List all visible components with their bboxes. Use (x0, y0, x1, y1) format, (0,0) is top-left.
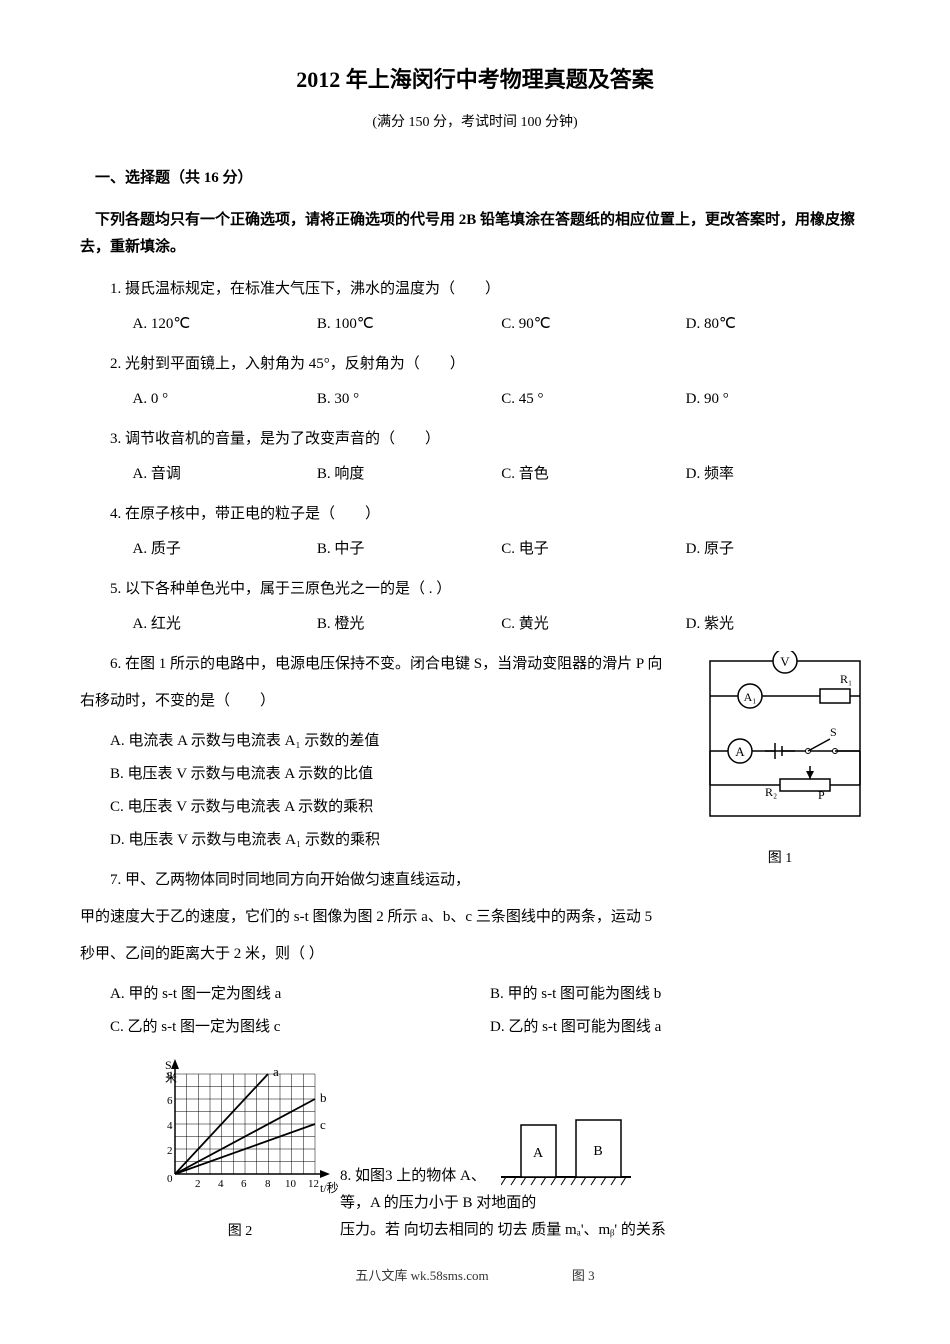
question-8-row: S/ 米 a (80, 1054, 870, 1244)
question-item: 1. 摄氏温标规定，在标准大气压下，沸水的温度为（ ） A. 120℃B. 100… (110, 276, 870, 341)
resistor-r2-label: R₂ (765, 785, 777, 799)
question-body: 在图 1 所示的电路中，电源电压保持不变。闭合电键 S，当滑动变阻器的滑片 P … (125, 656, 662, 672)
option-c: C. 乙的 s-t 图一定为图线 c (110, 1011, 490, 1044)
option: C. 音色 (501, 458, 685, 491)
page-footer: 五八文库 wk.58sms.com 图 3 (80, 1264, 870, 1287)
question-8-text: 8. 如图3 上的物体 A、 A (340, 1115, 870, 1244)
page-subtitle: (满分 150 分，考试时间 100 分钟) (80, 110, 870, 135)
q8-part1: 上的物体 A、 (396, 1168, 486, 1184)
options-row: A. 质子B. 中子C. 电子D. 原子 (133, 533, 871, 566)
option: D. 80℃ (686, 308, 870, 341)
option: B. 100℃ (317, 308, 501, 341)
options-row: A. 120℃B. 100℃C. 90℃D. 80℃ (133, 308, 871, 341)
question-7-options: A. 甲的 s-t 图一定为图线 a B. 甲的 s-t 图可能为图线 b C.… (110, 978, 870, 1044)
option: D. 90 ° (686, 383, 870, 416)
xtick-4: 4 (218, 1178, 224, 1190)
question-item: 5. 以下各种单色光中，属于三原色光之一的是（ . ） A. 红光B. 橙光C. … (110, 576, 870, 641)
question-number: 7. (110, 872, 121, 888)
option: A. 音调 (133, 458, 317, 491)
line-a-label: a (273, 1064, 279, 1079)
option: D. 频率 (686, 458, 870, 491)
ammeter-a-label: A (735, 744, 745, 759)
xtick-6: 6 (241, 1178, 247, 1190)
xtick-8: 8 (265, 1178, 271, 1190)
question-number: 6. (110, 656, 121, 672)
question-text: 7. 甲、乙两物体同时同地同方向开始做匀速直线运动， (110, 867, 870, 894)
option: B. 橙光 (317, 608, 501, 641)
questions-list: 1. 摄氏温标规定，在标准大气压下，沸水的温度为（ ） A. 120℃B. 100… (80, 276, 870, 641)
blocks-diagram: A B (501, 1115, 631, 1190)
line-b-label: b (320, 1090, 327, 1105)
option: C. 90℃ (501, 308, 685, 341)
q8-part: 如图3 (355, 1168, 393, 1184)
question-item: 3. 调节收音机的音量，是为了改变声音的（ ） A. 音调B. 响度C. 音色D.… (110, 426, 870, 491)
q8-part6: 切去 (498, 1222, 528, 1238)
xtick-2: 2 (195, 1178, 201, 1190)
block-b-label: B (593, 1144, 602, 1159)
instruction-text: 下列各题均只有一个正确选项，请将正确选项的代号用 2B 铅笔填涂在答题纸的相应位… (80, 207, 870, 261)
section-header: 一、选择题（共 16 分） (80, 165, 870, 192)
resistor-r1-label: R₁ (840, 672, 852, 686)
option: C. 45 ° (501, 383, 685, 416)
circuit-diagram: V A₁ R₁ A S R₂ P (690, 651, 870, 831)
xtick-12: 12 (308, 1178, 319, 1190)
voltmeter-label: V (780, 654, 790, 669)
option: D. 紫光 (686, 608, 870, 641)
options-row: A. 红光B. 橙光C. 黄光D. 紫光 (133, 608, 871, 641)
line-c-label: c (320, 1117, 326, 1132)
question-7-cont2: 秒甲、乙间的距离大于 2 米，则（ ） (80, 941, 870, 968)
question-number: 8. (340, 1168, 351, 1184)
xtick-10: 10 (285, 1178, 297, 1190)
q8-part4: 压力。若 (340, 1222, 400, 1238)
footer-text: 五八文库 wk.58sms.com (355, 1268, 488, 1283)
q8-part3: 的压力小于 B 对地面的 (384, 1195, 537, 1211)
option: C. 电子 (501, 533, 685, 566)
option: A. 质子 (133, 533, 317, 566)
option-a: A. 甲的 s-t 图一定为图线 a (110, 978, 490, 1011)
option: C. 黄光 (501, 608, 685, 641)
ytick-2: 2 (167, 1145, 173, 1157)
option: A. 120℃ (133, 308, 317, 341)
question-text: 4. 在原子核中，带正电的粒子是（ ） (110, 501, 870, 528)
figure-3-label: 图 3 (572, 1268, 595, 1283)
figure-2-label: 图 2 (140, 1219, 340, 1244)
question-body: 甲、乙两物体同时同地同方向开始做匀速直线运动， (125, 872, 470, 888)
slider-p-label: P (818, 788, 825, 802)
q8-part5: 向切去相同的 (404, 1222, 494, 1238)
st-graph: S/ 米 a (140, 1054, 340, 1244)
ytick-6: 6 (167, 1095, 173, 1107)
block-a-label: A (533, 1146, 544, 1161)
question-text: 1. 摄氏温标规定，在标准大气压下，沸水的温度为（ ） (110, 276, 870, 303)
question-7-cont1: 甲的速度大于乙的速度，它们的 s-t 图像为图 2 所示 a、b、c 三条图线中… (80, 904, 870, 931)
question-text: 5. 以下各种单色光中，属于三原色光之一的是（ . ） (110, 576, 870, 603)
q8-part2: 等，A (340, 1195, 380, 1211)
ammeter-a1-label: A₁ (744, 690, 757, 704)
question-text: 3. 调节收音机的音量，是为了改变声音的（ ） (110, 426, 870, 453)
option-b: B. 甲的 s-t 图可能为图线 b (490, 978, 870, 1011)
question-7: 7. 甲、乙两物体同时同地同方向开始做匀速直线运动， (110, 867, 870, 894)
question-text: 2. 光射到平面镜上，入射角为 45°，反射角为（ ） (110, 351, 870, 378)
option-d: D. 乙的 s-t 图可能为图线 a (490, 1011, 870, 1044)
ytick-4: 4 (167, 1120, 173, 1132)
option: A. 0 ° (133, 383, 317, 416)
switch-label: S (830, 725, 837, 739)
option: B. 响度 (317, 458, 501, 491)
option: B. 30 ° (317, 383, 501, 416)
option: B. 中子 (317, 533, 501, 566)
origin: 0 (167, 1173, 173, 1185)
ytick-8: 8 (167, 1070, 173, 1082)
question-item: 2. 光射到平面镜上，入射角为 45°，反射角为（ ） A. 0 °B. 30 °… (110, 351, 870, 416)
option: A. 红光 (133, 608, 317, 641)
q8-part7: 质量 mₐ'、mᵦ' 的关系 (531, 1222, 666, 1238)
option: D. 原子 (686, 533, 870, 566)
options-row: A. 音调B. 响度C. 音色D. 频率 (133, 458, 871, 491)
options-row: A. 0 °B. 30 °C. 45 °D. 90 ° (133, 383, 871, 416)
page-title: 2012 年上海闵行中考物理真题及答案 (80, 60, 870, 100)
question-6-wrapper: 6. 在图 1 所示的电路中，电源电压保持不变。闭合电键 S，当滑动变阻器的滑片… (80, 651, 870, 857)
x-axis-label: t/秒 (320, 1181, 339, 1195)
question-item: 4. 在原子核中，带正电的粒子是（ ） A. 质子B. 中子C. 电子D. 原子 (110, 501, 870, 566)
